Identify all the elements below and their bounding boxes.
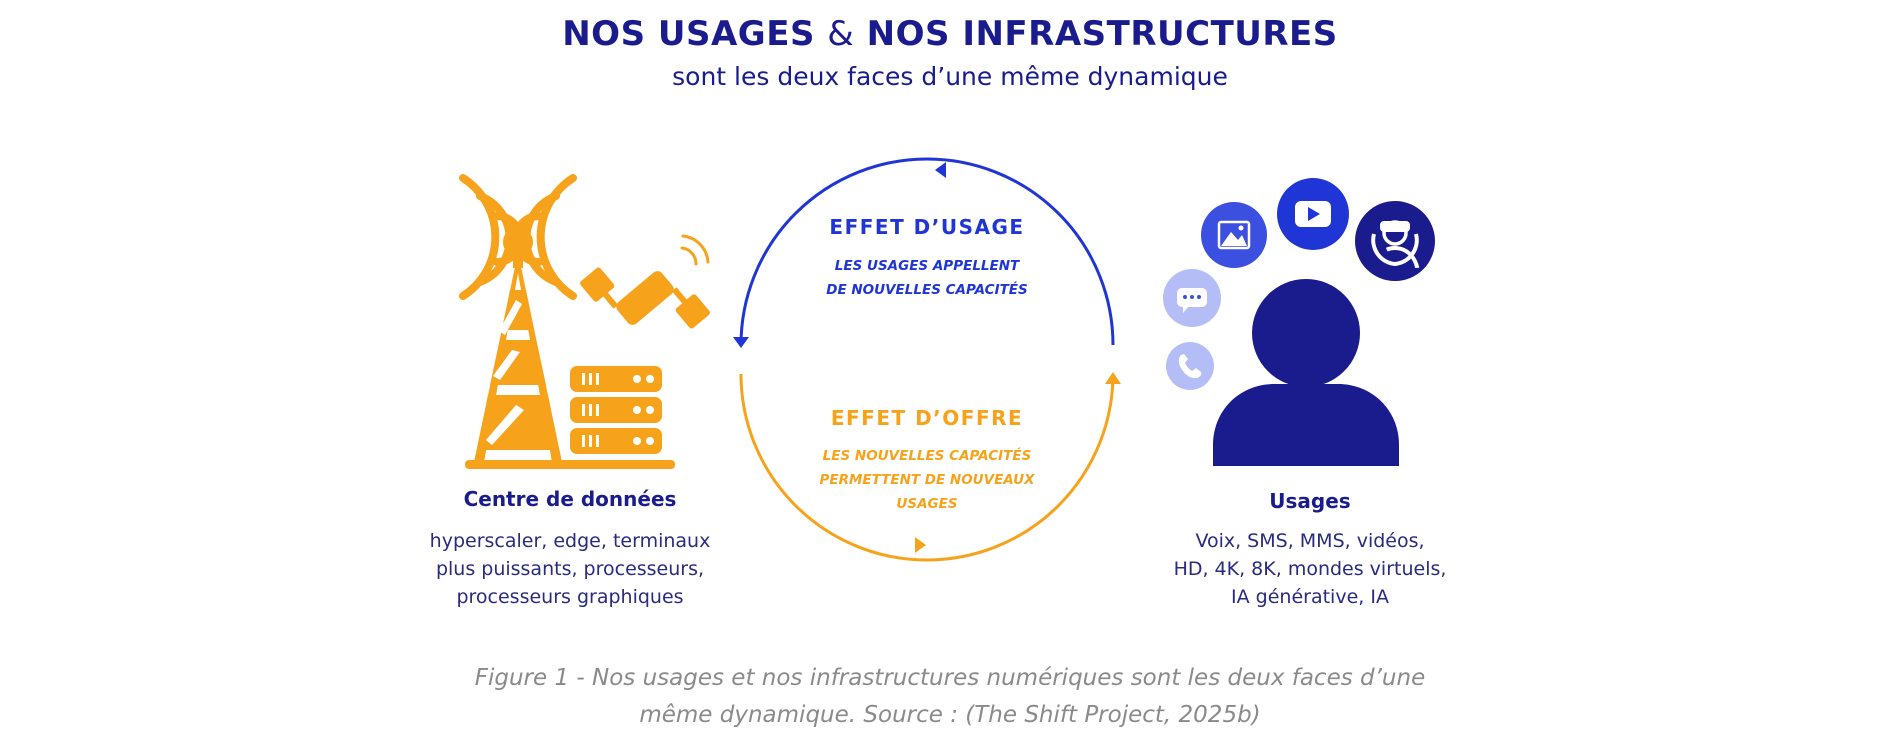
effet-offre-line: LES NOUVELLES CAPACITÉS <box>822 448 1032 464</box>
usages-heading: Usages <box>1269 489 1351 513</box>
phone-icon <box>1166 342 1214 390</box>
effet-offre-title: EFFET D’OFFRE <box>830 406 1024 430</box>
centre-donnees-line: plus puissants, processeurs, <box>435 558 705 580</box>
user-icon <box>1213 279 1399 466</box>
server-stack-icon <box>570 366 662 454</box>
usages-description: Voix, SMS, MMS, vidéos, HD, 4K, 8K, mond… <box>1150 527 1470 611</box>
centre-donnees-line: hyperscaler, edge, terminaux <box>429 530 711 552</box>
figure-caption: Figure 1 - Nos usages et nos infrastruct… <box>0 660 1900 734</box>
image-icon <box>1201 202 1267 268</box>
vr-headset-icon <box>1355 201 1435 281</box>
effet-usage-title: EFFET D’USAGE <box>829 215 1025 239</box>
video-play-icon <box>1277 178 1349 250</box>
offre-arc-arrow <box>739 372 1121 562</box>
usage-arc-arrow <box>733 157 1115 348</box>
title-ampersand: & <box>827 14 855 54</box>
centre-donnees-heading: Centre de données <box>463 487 677 511</box>
usages-line: Voix, SMS, MMS, vidéos, <box>1195 530 1425 552</box>
effet-offre-line: PERMETTENT DE NOUVEAUX <box>819 472 1035 488</box>
figure-caption-line: même dynamique. Source : (The Shift Proj… <box>639 702 1261 728</box>
centre-donnees-line: processeurs graphiques <box>456 586 684 608</box>
usages-line: IA générative, IA <box>1231 586 1389 608</box>
page-subtitle: sont les deux faces d’une même dynamique <box>672 62 1228 91</box>
effet-usage-line: LES USAGES APPELLENT <box>834 258 1020 274</box>
title-part1: NOS USAGES <box>562 14 815 54</box>
effet-usage-description: LES USAGES APPELLENT DE NOUVELLES CAPACI… <box>777 254 1077 302</box>
usages-line: HD, 4K, 8K, mondes virtuels, <box>1173 558 1447 580</box>
page-title: NOS USAGES & NOS INFRASTRUCTURES <box>0 14 1900 54</box>
effet-usage-line: DE NOUVELLES CAPACITÉS <box>826 282 1028 298</box>
effet-offre-description: LES NOUVELLES CAPACITÉS PERMETTENT DE NO… <box>777 444 1077 516</box>
title-part2: NOS INFRASTRUCTURES <box>866 14 1338 54</box>
effet-offre-line: USAGES <box>896 496 958 512</box>
satellite-icon <box>580 234 710 329</box>
figure-caption-line: Figure 1 - Nos usages et nos infrastruct… <box>474 665 1426 691</box>
tower-structure <box>465 227 675 469</box>
centre-donnees-description: hyperscaler, edge, terminaux plus puissa… <box>410 527 730 611</box>
chat-bubble-icon <box>1163 269 1221 327</box>
